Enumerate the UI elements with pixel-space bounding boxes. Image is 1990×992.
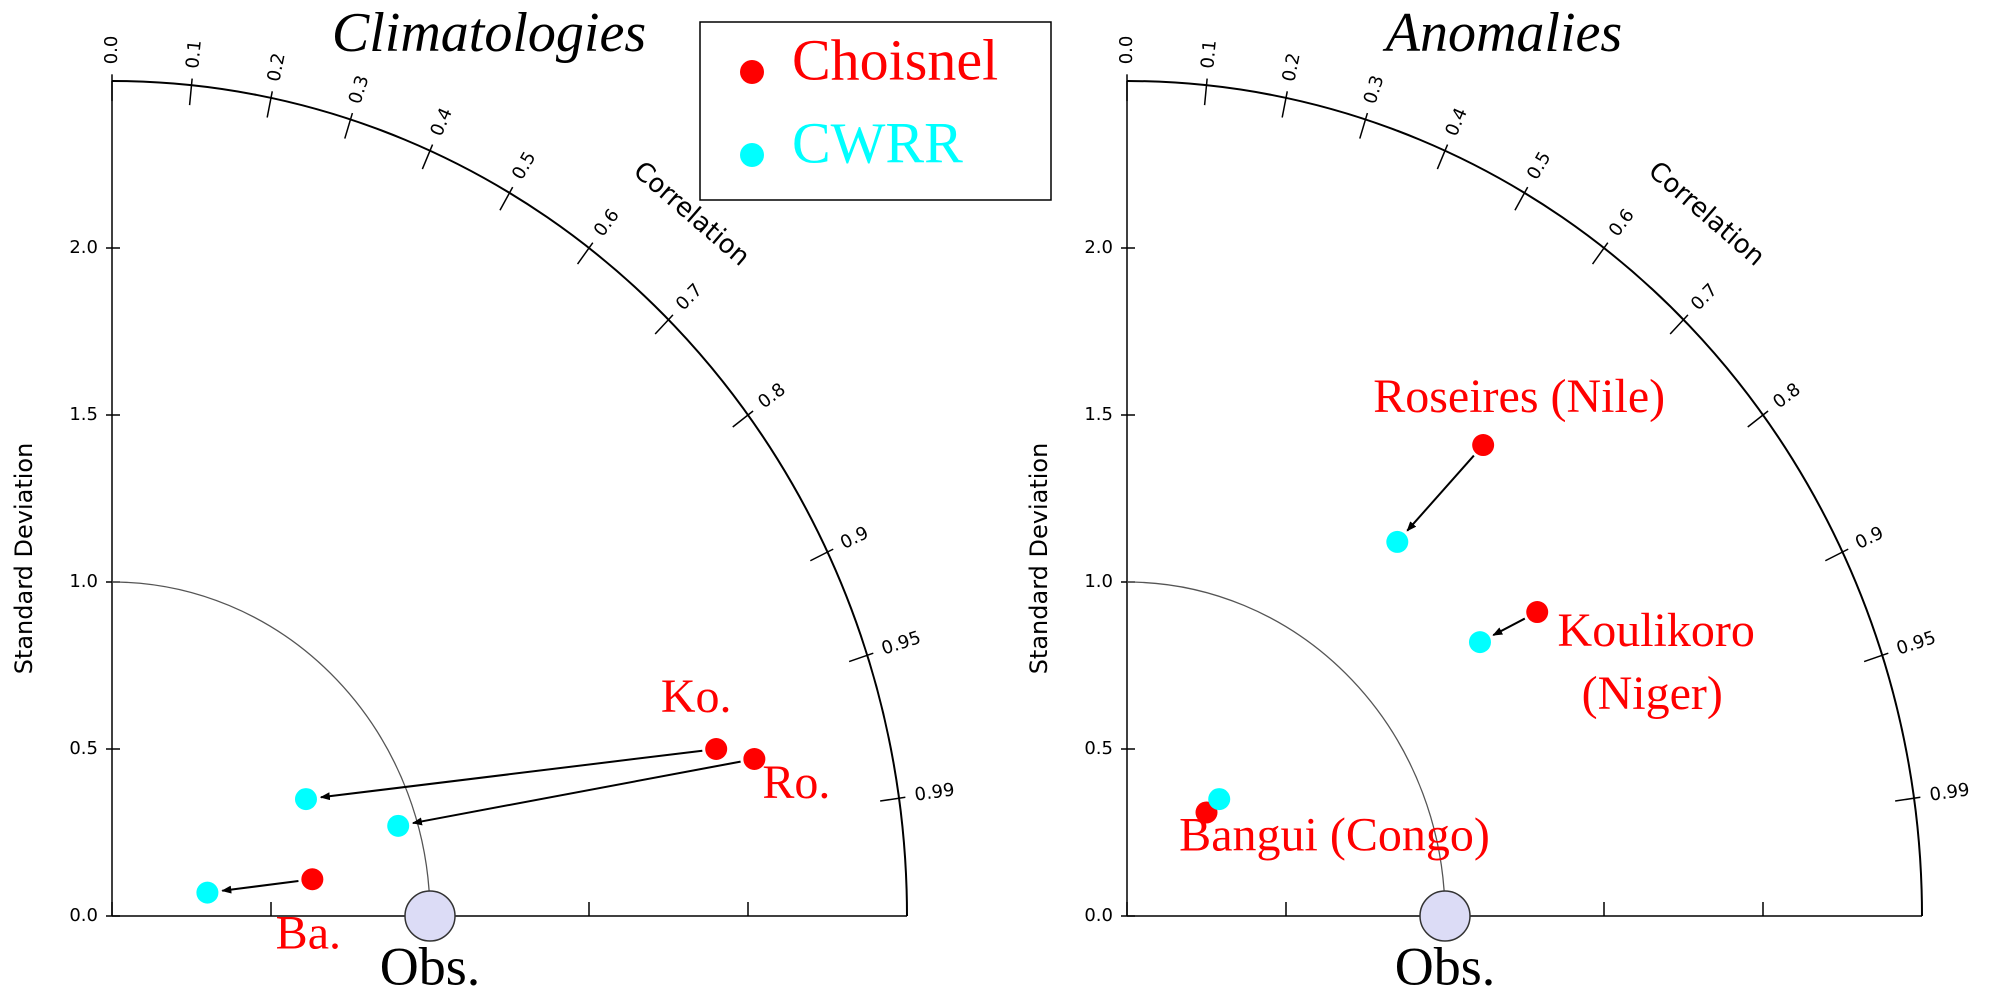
panel-title: Climatologies <box>332 2 646 64</box>
obs-arc <box>111 581 431 917</box>
legend-label: CWRR <box>792 110 963 175</box>
arrow <box>319 749 703 801</box>
corr-tick <box>1203 78 1208 106</box>
legend-marker <box>740 60 764 84</box>
obs-label: Obs. <box>380 936 481 992</box>
arrow <box>1492 617 1526 637</box>
data-point <box>1208 788 1231 811</box>
corr-tick-label: 0.7 <box>1687 280 1722 315</box>
arrow <box>221 880 299 894</box>
corr-tick-label: 0.3 <box>345 73 374 107</box>
corr-tick-label: 0.0 <box>1116 36 1137 65</box>
corr-tick <box>1895 796 1921 802</box>
corr-tick <box>848 652 874 663</box>
corr-tick-label: 0.3 <box>1360 73 1389 107</box>
corr-tick-label: 0.2 <box>263 51 289 83</box>
y-tick-label: 0.5 <box>1084 738 1113 759</box>
corr-tick <box>421 144 434 170</box>
station-label: Ko. <box>661 670 732 723</box>
arrow <box>411 760 741 826</box>
station-label: Bangui (Congo) <box>1179 808 1490 861</box>
corr-tick-label: 0.4 <box>1441 105 1472 140</box>
station-label: (Niger) <box>1582 667 1723 720</box>
obs-point <box>1419 890 1471 942</box>
data-point <box>1386 530 1409 553</box>
data-point <box>1472 434 1495 457</box>
y-tick-label: 2.0 <box>1084 237 1113 258</box>
data-point <box>294 788 317 811</box>
obs-arc <box>1126 581 1446 917</box>
y-tick-label: 1.5 <box>1084 404 1113 425</box>
corr-tick <box>1436 144 1449 170</box>
corr-tick-label: 0.95 <box>1894 627 1939 659</box>
y-tick-label: 1.5 <box>69 404 98 425</box>
outer-arc <box>111 80 908 917</box>
station-label: Ro. <box>762 756 830 809</box>
corr-tick-label: 0.1 <box>182 39 206 70</box>
corr-tick-label: 0.1 <box>1197 39 1221 70</box>
data-point <box>705 738 728 760</box>
legend-box <box>699 21 1052 201</box>
corr-tick <box>499 186 514 211</box>
corr-tick <box>344 112 354 139</box>
outer-arc <box>1126 80 1923 917</box>
corr-tick <box>732 410 754 428</box>
corr-tick-label: 0.7 <box>672 280 707 315</box>
corr-tick <box>1863 652 1889 663</box>
station-label: Roseires (Nile) <box>1373 370 1665 423</box>
station-label: Koulikoro <box>1558 604 1755 657</box>
corr-tick <box>188 78 193 106</box>
corr-tick <box>1824 548 1849 562</box>
corr-tick-label: 0.99 <box>1928 779 1971 805</box>
legend-label: Choisnel <box>792 27 998 92</box>
corr-tick-label: 0.8 <box>754 379 790 413</box>
corr-tick-label: 0.2 <box>1278 51 1304 83</box>
corr-tick-label: 0.6 <box>590 205 624 241</box>
corr-tick <box>1591 242 1609 265</box>
data-point <box>1526 601 1549 624</box>
y-tick-label: 0.0 <box>1084 905 1113 926</box>
data-point <box>387 814 410 837</box>
corr-tick-label: 0.99 <box>913 779 956 805</box>
corr-tick <box>266 91 274 118</box>
corr-tick-label: 0.0 <box>101 36 122 65</box>
corr-tick <box>654 314 674 335</box>
corr-tick <box>1514 186 1529 211</box>
y-tick-label: 1.0 <box>1084 571 1113 592</box>
corr-tick <box>809 548 834 562</box>
corr-tick <box>880 796 906 802</box>
corr-tick-label: 0.8 <box>1769 379 1805 413</box>
corr-tick <box>1747 410 1769 428</box>
corr-tick-label: 0.95 <box>879 627 924 659</box>
corr-tick-label: 0.5 <box>1523 148 1556 183</box>
obs-point <box>404 890 456 942</box>
corr-axis-label: Correlation <box>1642 156 1770 273</box>
y-axis-label: Standard Deviation <box>10 443 38 675</box>
data-point <box>743 748 766 771</box>
arrow <box>1406 454 1475 532</box>
obs-label: Obs. <box>1395 936 1496 992</box>
corr-tick <box>576 242 594 265</box>
corr-tick-label: 0.5 <box>508 148 541 183</box>
corr-tick-label: 0.4 <box>426 105 457 140</box>
y-tick-label: 2.0 <box>69 237 98 258</box>
data-point <box>196 881 219 904</box>
corr-tick <box>1669 314 1689 335</box>
corr-tick-label: 0.9 <box>1852 522 1887 553</box>
corr-tick <box>1281 91 1289 118</box>
y-tick-label: 0.5 <box>69 738 98 759</box>
panel-title: Anomalies <box>1382 2 1622 64</box>
legend-marker <box>740 143 764 167</box>
y-tick-label: 0.0 <box>69 905 98 926</box>
corr-tick-label: 0.9 <box>837 522 872 553</box>
data-point <box>301 868 324 891</box>
corr-tick <box>1359 112 1369 139</box>
station-label: Ba. <box>276 906 341 959</box>
y-axis-label: Standard Deviation <box>1025 443 1053 675</box>
corr-tick-label: 0.6 <box>1605 205 1639 241</box>
data-point <box>1468 631 1491 654</box>
y-tick-label: 1.0 <box>69 571 98 592</box>
